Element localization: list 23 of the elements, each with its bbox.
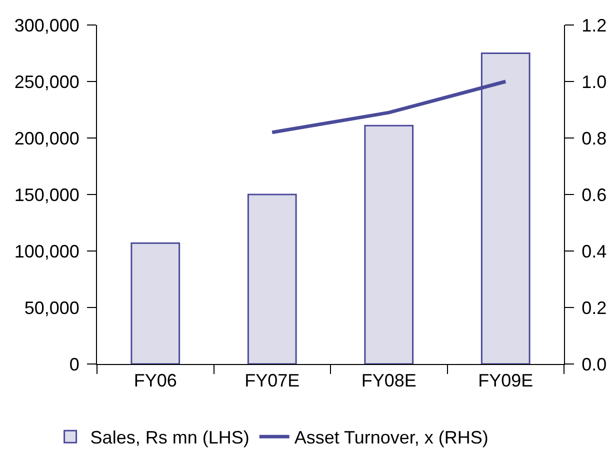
bar [364,124,414,364]
bar [247,194,297,364]
x-tick-label: FY09E [478,370,534,391]
y2-tick-label: 0.0 [582,354,607,374]
y-tick-label: 200,000 [14,128,80,148]
legend-label: Sales, Rs mn (LHS) [90,428,250,448]
x-tick-label: FY06 [134,370,177,391]
y2-tick-label: 0.4 [582,241,607,262]
bar [130,242,180,364]
legend-label: Asset Turnover, x (RHS) [294,428,488,448]
y-tick-label: 150,000 [14,184,80,205]
y2-tick-label: 1.2 [582,15,607,36]
y2-tick-label: 0.2 [582,298,607,318]
x-tick-label: FY07E [244,370,300,391]
y-tick-label: 300,000 [14,15,80,36]
y-tick-label: 250,000 [14,72,80,92]
y2-tick-label: 1.0 [582,72,607,92]
y-tick-label: 0 [69,354,80,374]
y-tick-label: 100,000 [14,241,80,262]
y2-tick-label: 0.6 [582,184,607,205]
y-tick-label: 50,000 [24,298,80,318]
y2-tick-label: 0.8 [582,128,607,148]
x-tick-label: FY08E [361,370,416,391]
